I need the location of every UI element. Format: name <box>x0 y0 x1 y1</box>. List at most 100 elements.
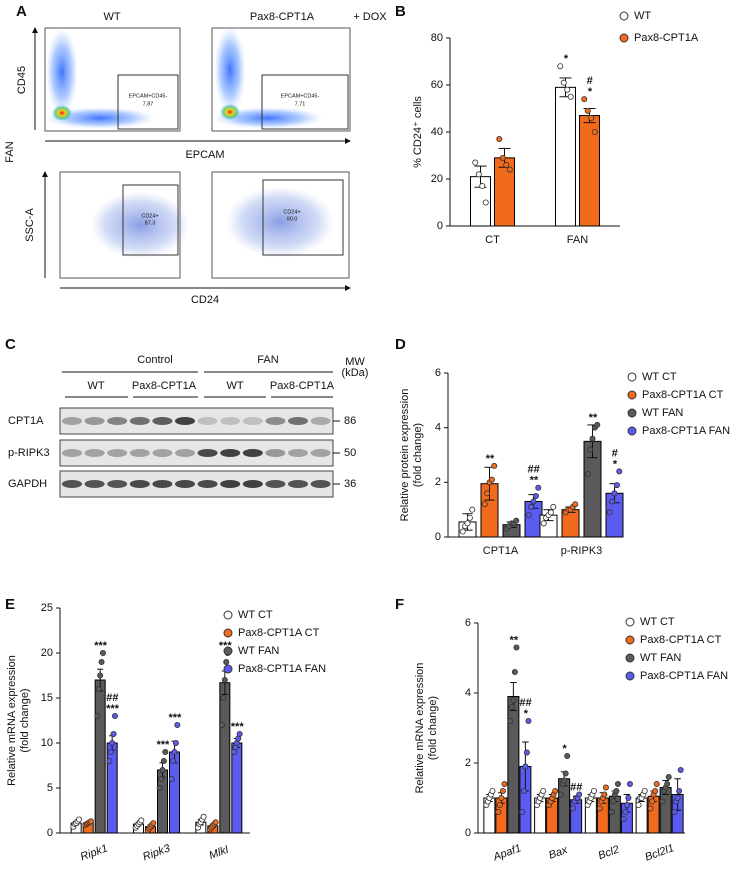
data-point <box>200 813 207 820</box>
data-point <box>676 788 683 795</box>
blot-band <box>220 449 241 457</box>
bar-chart: D Relative protein expression (fold change… <box>395 336 730 557</box>
data-point <box>561 777 568 784</box>
gate-value: 7.71 <box>295 101 306 107</box>
data-point <box>162 749 169 756</box>
y-tick-label: 4 <box>465 687 471 699</box>
significance: *** <box>156 739 170 751</box>
data-point <box>110 731 117 738</box>
blot-band <box>175 480 195 488</box>
column-label: Pax8-CPT1A <box>250 11 315 23</box>
data-point <box>508 704 515 711</box>
data-point <box>613 788 620 795</box>
data-point <box>558 791 565 798</box>
x-tick-label: Mlkl <box>208 844 231 862</box>
significance: ** <box>485 453 494 465</box>
gate <box>262 179 344 256</box>
significance: * <box>562 743 567 755</box>
blot-band <box>265 480 286 488</box>
x-tick-label: FAN <box>567 234 588 246</box>
gate <box>117 74 179 130</box>
significance: *** <box>94 640 108 652</box>
row-label: GAPDH <box>8 478 47 490</box>
data-point <box>506 166 513 173</box>
data-point <box>464 520 471 527</box>
data-point <box>664 781 671 788</box>
bar <box>507 696 520 834</box>
significance: *** <box>168 712 182 724</box>
data-point <box>223 659 230 666</box>
significance: ** <box>588 412 597 424</box>
blot-band <box>84 417 105 425</box>
legend-marker <box>223 664 233 674</box>
data-point <box>479 183 486 190</box>
x-tick-label: Bcl2 <box>597 844 621 863</box>
legend-label: Pax8-CPT1A FAN <box>238 663 326 675</box>
data-point <box>499 788 506 795</box>
data-point <box>584 107 591 114</box>
y-axis-label: (fold change) <box>427 696 439 760</box>
blot-band <box>197 449 218 457</box>
row-label: CPT1A <box>8 415 44 427</box>
legend-marker <box>223 610 233 620</box>
legend-marker <box>627 426 637 436</box>
density <box>220 104 240 120</box>
gate-label: EPCAM+CD45- <box>129 93 168 99</box>
data-point <box>522 763 529 770</box>
legend-label: WT CT <box>640 616 675 628</box>
data-point <box>236 731 243 738</box>
data-point <box>609 498 616 505</box>
x-tick-label: Apaf1 <box>491 842 523 863</box>
bar <box>169 751 180 834</box>
data-point <box>95 686 102 693</box>
data-point <box>581 96 588 103</box>
data-point <box>111 713 118 720</box>
panel-letter: B <box>395 3 406 20</box>
significance: # <box>586 75 593 87</box>
group-label: Control <box>137 354 172 366</box>
x-tick-label: CT <box>485 234 500 246</box>
bar <box>231 742 243 834</box>
data-point <box>564 86 571 93</box>
blot-band <box>107 480 128 488</box>
data-point <box>106 758 113 765</box>
data-point <box>532 492 539 499</box>
blot-band <box>129 417 150 425</box>
y-axis-label: Relative protein expression <box>399 389 411 522</box>
data-point <box>606 509 613 516</box>
legend-label: WT FAN <box>642 407 683 419</box>
mw-header: MW <box>345 356 365 368</box>
y-tick-label: 0 <box>47 827 53 839</box>
data-point <box>507 718 514 725</box>
data-point <box>107 749 114 756</box>
data-point <box>109 740 116 747</box>
bar <box>94 679 106 834</box>
y-tick-label: 80 <box>431 32 443 44</box>
data-point <box>75 816 82 823</box>
y-tick-label: 4 <box>435 422 441 434</box>
y-axis-label: (fold change) <box>412 423 424 487</box>
data-point <box>496 136 503 143</box>
data-point <box>677 767 684 774</box>
x-axis-label: CD24 <box>191 294 219 306</box>
y-tick-label: 0 <box>437 220 443 232</box>
mw-label: 86 <box>344 415 356 427</box>
legend-label: WT FAN <box>640 652 681 664</box>
blot-band <box>84 480 105 488</box>
data-point <box>608 809 615 816</box>
x-axis-label: EPCAM <box>185 149 224 161</box>
data-point <box>626 781 633 788</box>
y-axis-label: CD45 <box>16 66 28 94</box>
data-point <box>562 770 569 777</box>
data-point <box>498 795 505 802</box>
data-point <box>665 774 672 781</box>
gate-label: CD24+ <box>283 209 300 215</box>
data-point <box>219 722 226 729</box>
data-point <box>150 820 157 827</box>
legend-label: WT FAN <box>238 645 279 657</box>
data-point <box>510 697 517 704</box>
genotype-label: Pax8-CPT1A <box>132 380 197 392</box>
significance: ## <box>527 464 540 476</box>
data-point <box>472 159 479 166</box>
bar-chart: E Relative mRNA expression (fold change) 0 5… <box>5 596 326 863</box>
